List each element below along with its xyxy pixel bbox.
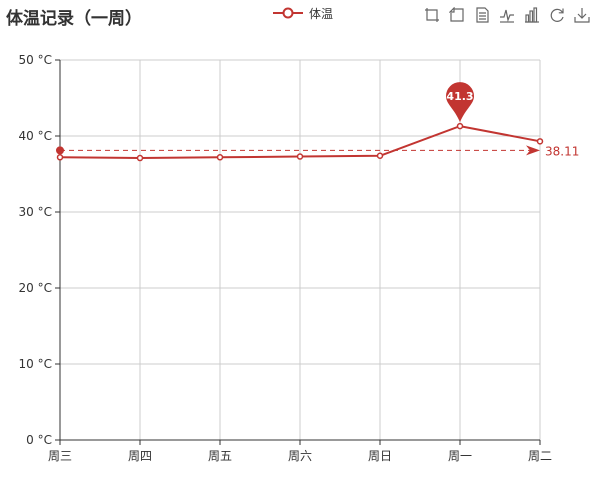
x-tick-label: 周一 xyxy=(448,449,472,463)
average-line-label: 38.11 xyxy=(545,144,579,158)
data-point xyxy=(378,153,383,158)
data-point xyxy=(218,155,223,160)
max-mark-label: 41.3 xyxy=(446,90,473,103)
y-tick-label: 0 °C xyxy=(26,433,52,447)
x-tick-label: 周日 xyxy=(368,449,392,463)
x-tick-label: 周四 xyxy=(128,449,152,463)
data-point xyxy=(58,155,63,160)
x-tick-label: 周六 xyxy=(288,449,312,463)
x-tick-label: 周二 xyxy=(528,449,552,463)
max-mark-pin: 41.3 xyxy=(446,82,474,122)
data-point xyxy=(298,154,303,159)
data-point xyxy=(138,156,143,161)
y-tick-label: 10 °C xyxy=(19,357,52,371)
data-point xyxy=(538,139,543,144)
y-tick-label: 20 °C xyxy=(19,281,52,295)
y-tick-label: 30 °C xyxy=(19,205,52,219)
average-line-start-dot xyxy=(56,146,64,154)
x-tick-label: 周三 xyxy=(48,449,72,463)
x-tick-label: 周五 xyxy=(208,449,232,463)
y-tick-label: 40 °C xyxy=(19,129,52,143)
data-point xyxy=(458,124,463,129)
y-tick-label: 50 °C xyxy=(19,53,52,67)
